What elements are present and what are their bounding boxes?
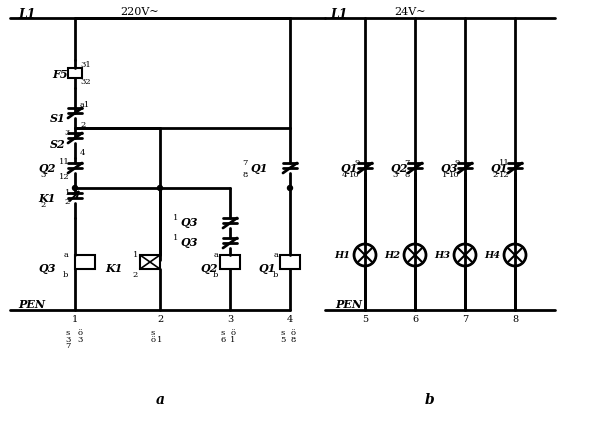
Text: 6: 6 bbox=[220, 336, 226, 344]
Text: H1: H1 bbox=[334, 250, 350, 260]
Text: ö: ö bbox=[231, 329, 235, 337]
Text: ö: ö bbox=[291, 329, 295, 337]
Text: Q1: Q1 bbox=[340, 162, 358, 174]
Text: 8: 8 bbox=[512, 316, 518, 325]
Bar bbox=[140, 255, 160, 269]
Text: H3: H3 bbox=[434, 250, 450, 260]
Text: b: b bbox=[213, 271, 218, 279]
Text: Q3: Q3 bbox=[180, 237, 198, 249]
Text: K1: K1 bbox=[38, 193, 55, 204]
Text: Q3: Q3 bbox=[38, 263, 56, 273]
Text: 4: 4 bbox=[80, 149, 86, 157]
Text: 8: 8 bbox=[291, 336, 296, 344]
Text: Q2: Q2 bbox=[200, 263, 217, 273]
Text: 1: 1 bbox=[442, 171, 447, 179]
Text: 10: 10 bbox=[349, 171, 360, 179]
Text: 31: 31 bbox=[80, 61, 91, 69]
Text: 1: 1 bbox=[173, 214, 178, 222]
Text: 2: 2 bbox=[40, 201, 46, 209]
Circle shape bbox=[288, 185, 292, 191]
Text: 12: 12 bbox=[59, 173, 70, 181]
Text: Q1: Q1 bbox=[258, 263, 276, 273]
Text: Q1: Q1 bbox=[250, 162, 268, 174]
Text: 5: 5 bbox=[280, 336, 286, 344]
Text: 9: 9 bbox=[455, 159, 460, 167]
Text: 11: 11 bbox=[59, 158, 70, 166]
Text: 8: 8 bbox=[243, 171, 248, 179]
Text: 3: 3 bbox=[392, 171, 397, 179]
Text: 10: 10 bbox=[449, 171, 460, 179]
Text: a: a bbox=[213, 251, 218, 259]
Text: 9: 9 bbox=[355, 159, 360, 167]
Text: 2: 2 bbox=[157, 316, 163, 325]
Bar bbox=[220, 255, 240, 269]
Text: 1: 1 bbox=[230, 336, 235, 344]
Text: 220V~: 220V~ bbox=[120, 7, 159, 17]
Text: ö: ö bbox=[77, 329, 83, 337]
Text: 1: 1 bbox=[132, 251, 138, 259]
Text: 1: 1 bbox=[65, 189, 70, 197]
Text: 7: 7 bbox=[65, 342, 71, 350]
Circle shape bbox=[72, 185, 77, 191]
Text: 5: 5 bbox=[362, 316, 368, 325]
Text: S2: S2 bbox=[50, 139, 66, 151]
Text: a: a bbox=[273, 251, 278, 259]
Text: 2: 2 bbox=[80, 121, 85, 129]
Text: 8: 8 bbox=[405, 171, 410, 179]
Text: Q1: Q1 bbox=[490, 162, 507, 174]
Bar bbox=[68, 68, 82, 78]
Text: L1: L1 bbox=[18, 9, 35, 22]
Text: 4: 4 bbox=[287, 316, 293, 325]
Text: 2: 2 bbox=[492, 171, 497, 179]
Text: PEN: PEN bbox=[18, 299, 45, 310]
Text: Q2: Q2 bbox=[38, 162, 56, 174]
Text: a1: a1 bbox=[80, 101, 90, 109]
Text: ö: ö bbox=[150, 336, 156, 344]
Circle shape bbox=[158, 185, 162, 191]
Text: 4: 4 bbox=[342, 171, 347, 179]
Text: a: a bbox=[63, 251, 68, 259]
Text: Q2: Q2 bbox=[390, 162, 407, 174]
Text: 3: 3 bbox=[65, 336, 71, 344]
Text: H4: H4 bbox=[484, 250, 500, 260]
Text: PEN: PEN bbox=[335, 299, 362, 310]
Text: 2: 2 bbox=[133, 271, 138, 279]
Text: s: s bbox=[221, 329, 225, 337]
Text: H2: H2 bbox=[384, 250, 400, 260]
Text: 7: 7 bbox=[462, 316, 468, 325]
Text: 1: 1 bbox=[173, 234, 178, 242]
Text: F5: F5 bbox=[52, 69, 68, 80]
Text: 3: 3 bbox=[227, 316, 233, 325]
Text: 7: 7 bbox=[243, 159, 248, 167]
Text: Q3: Q3 bbox=[180, 217, 198, 228]
Text: a: a bbox=[156, 393, 165, 407]
Text: 24V~: 24V~ bbox=[394, 7, 426, 17]
Text: 32: 32 bbox=[80, 78, 90, 86]
Text: 1: 1 bbox=[158, 336, 163, 344]
Text: 6: 6 bbox=[412, 316, 418, 325]
Text: 2: 2 bbox=[65, 198, 70, 206]
Text: K1: K1 bbox=[105, 263, 122, 273]
Text: b: b bbox=[63, 271, 68, 279]
Text: 3: 3 bbox=[65, 129, 70, 137]
Bar bbox=[75, 255, 95, 269]
Text: S1: S1 bbox=[50, 112, 66, 124]
Text: s: s bbox=[151, 329, 155, 337]
Text: s: s bbox=[281, 329, 285, 337]
Text: 3: 3 bbox=[77, 336, 83, 344]
Text: 11: 11 bbox=[499, 159, 510, 167]
Text: Q3: Q3 bbox=[440, 162, 458, 174]
Text: b: b bbox=[425, 393, 435, 407]
Text: 7: 7 bbox=[405, 159, 410, 167]
Text: 12: 12 bbox=[500, 171, 510, 179]
Text: 3: 3 bbox=[40, 171, 46, 179]
Text: 1: 1 bbox=[72, 316, 78, 325]
Text: b: b bbox=[273, 271, 278, 279]
Bar bbox=[280, 255, 300, 269]
Text: L1: L1 bbox=[330, 9, 347, 22]
Text: s: s bbox=[66, 329, 70, 337]
